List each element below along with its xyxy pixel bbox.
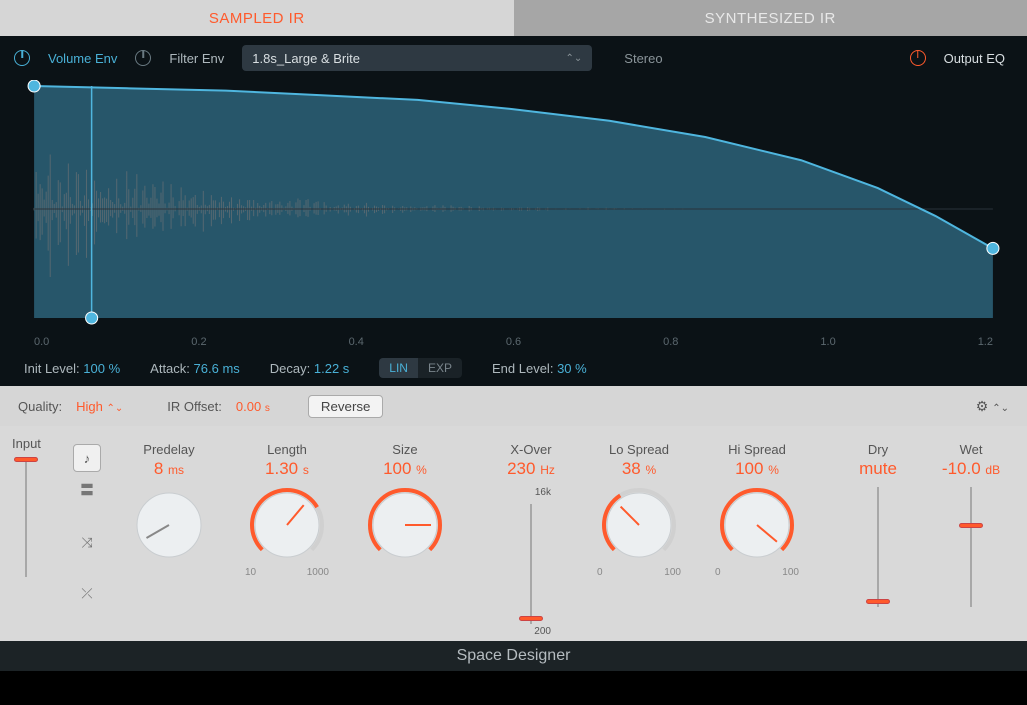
xover-min: 200	[491, 626, 551, 637]
lin-button[interactable]: LIN	[379, 358, 418, 378]
spread-section: X-Over 230 Hz 16k 200 Lo Spread38 %0100 …	[487, 436, 811, 641]
decay-label: Decay:	[270, 361, 310, 376]
chevron-updown-icon: ⌃⌄	[566, 53, 583, 64]
predelay-control[interactable]: Predelay 8 ms	[119, 442, 219, 641]
input-mode-merge-icon[interactable]: ⤨	[80, 534, 94, 551]
wet-control[interactable]: Wet -10.0 dB	[931, 442, 1011, 641]
envelope-display[interactable]: 0.00.20.40.60.81.01.2	[0, 80, 1027, 350]
volume-env-power-icon[interactable]	[14, 50, 30, 66]
filter-env-label[interactable]: Filter Env	[161, 51, 232, 66]
attack-value[interactable]: 76.6 ms	[194, 361, 240, 376]
wet-label: Wet	[931, 442, 1011, 457]
init-level-label: Init Level:	[24, 361, 80, 376]
length-value: 1.30 s	[237, 459, 337, 479]
hispread-label: Hi Spread	[707, 442, 807, 457]
size-value: 100 %	[355, 459, 455, 479]
lospread-control[interactable]: Lo Spread38 %0100	[589, 442, 689, 641]
tab-sampled-ir[interactable]: SAMPLED IR	[0, 0, 514, 36]
length-knob[interactable]	[237, 487, 337, 563]
ir-offset-label: IR Offset:	[167, 399, 222, 414]
lospread-knob[interactable]	[589, 487, 689, 563]
xover-control[interactable]: X-Over 230 Hz 16k 200	[491, 442, 571, 641]
attack-label: Attack:	[150, 361, 190, 376]
ir-params-section: ♪ Predelay8 ms Length1.30 s101000 Size10…	[69, 436, 459, 641]
exp-button[interactable]: EXP	[418, 358, 462, 378]
quality-label: Quality:	[18, 399, 62, 414]
predelay-value: 8 ms	[119, 459, 219, 479]
predelay-knob[interactable]	[119, 487, 219, 563]
input-slider[interactable]	[25, 457, 27, 577]
input-mode-cross-icon[interactable]: ⤫	[80, 585, 94, 602]
size-control[interactable]: Size 100 %	[355, 442, 455, 641]
hispread-control[interactable]: Hi Spread100 %0100	[707, 442, 807, 641]
stereo-label[interactable]: Stereo	[602, 51, 684, 66]
xover-slider[interactable]	[530, 504, 532, 624]
end-level-value[interactable]: 30 %	[557, 361, 587, 376]
lospread-value: 38 %	[589, 459, 689, 479]
reverse-button[interactable]: Reverse	[308, 395, 384, 418]
plugin-title: Space Designer	[0, 641, 1027, 671]
input-mode-stereo-icon[interactable]: 〓	[80, 480, 94, 500]
end-level-label: End Level:	[492, 361, 553, 376]
ir-offset-value[interactable]: 0.00 s	[236, 399, 270, 414]
dry-label: Dry	[843, 442, 913, 457]
size-label: Size	[355, 442, 455, 457]
header-bar: Volume Env Filter Env 1.8s_Large & Brite…	[0, 36, 1027, 80]
xover-label: X-Over	[491, 442, 571, 457]
predelay-label: Predelay	[119, 442, 219, 457]
gear-icon[interactable]: ⚙ ⌃⌄	[976, 398, 1009, 415]
dry-slider[interactable]	[877, 487, 879, 607]
length-label: Length	[237, 442, 337, 457]
volume-env-label[interactable]: Volume Env	[40, 51, 125, 66]
preset-dropdown[interactable]: 1.8s_Large & Brite ⌃⌄	[242, 45, 592, 71]
preset-name: 1.8s_Large & Brite	[252, 51, 360, 66]
hispread-value: 100 %	[707, 459, 807, 479]
wet-slider[interactable]	[970, 487, 972, 607]
curve-mode-toggle[interactable]: LIN EXP	[379, 358, 462, 378]
xover-max: 16k	[491, 487, 551, 498]
input-section: Input 〓 ⤨ ⤫	[12, 436, 41, 641]
init-level-value[interactable]: 100 %	[83, 361, 120, 376]
decay-value[interactable]: 1.22 s	[314, 361, 349, 376]
lospread-label: Lo Spread	[589, 442, 689, 457]
hispread-knob[interactable]	[707, 487, 807, 563]
dry-value: mute	[843, 459, 913, 479]
input-label: Input	[12, 436, 41, 451]
tab-synthesized-ir[interactable]: SYNTHESIZED IR	[514, 0, 1027, 36]
size-knob[interactable]	[355, 487, 455, 563]
output-eq-label[interactable]: Output EQ	[936, 51, 1013, 66]
sync-note-button[interactable]: ♪	[73, 444, 101, 472]
filter-env-power-icon[interactable]	[135, 50, 151, 66]
dry-control[interactable]: Dry mute	[843, 442, 913, 641]
quality-value[interactable]: High ⌃⌄	[76, 399, 123, 414]
control-panel: Input 〓 ⤨ ⤫ ♪ Predelay 8 ms Length 1.30 s 1…	[0, 426, 1027, 641]
options-bar: Quality: High ⌃⌄ IR Offset: 0.00 s Rever…	[0, 386, 1027, 426]
length-control[interactable]: Length1.30 s101000	[237, 442, 337, 641]
output-eq-power-icon[interactable]	[910, 50, 926, 66]
envelope-readout: Init Level: 100 % Attack: 76.6 ms Decay:…	[0, 350, 1027, 386]
mix-section: Dry mute Wet -10.0 dB	[839, 436, 1015, 641]
